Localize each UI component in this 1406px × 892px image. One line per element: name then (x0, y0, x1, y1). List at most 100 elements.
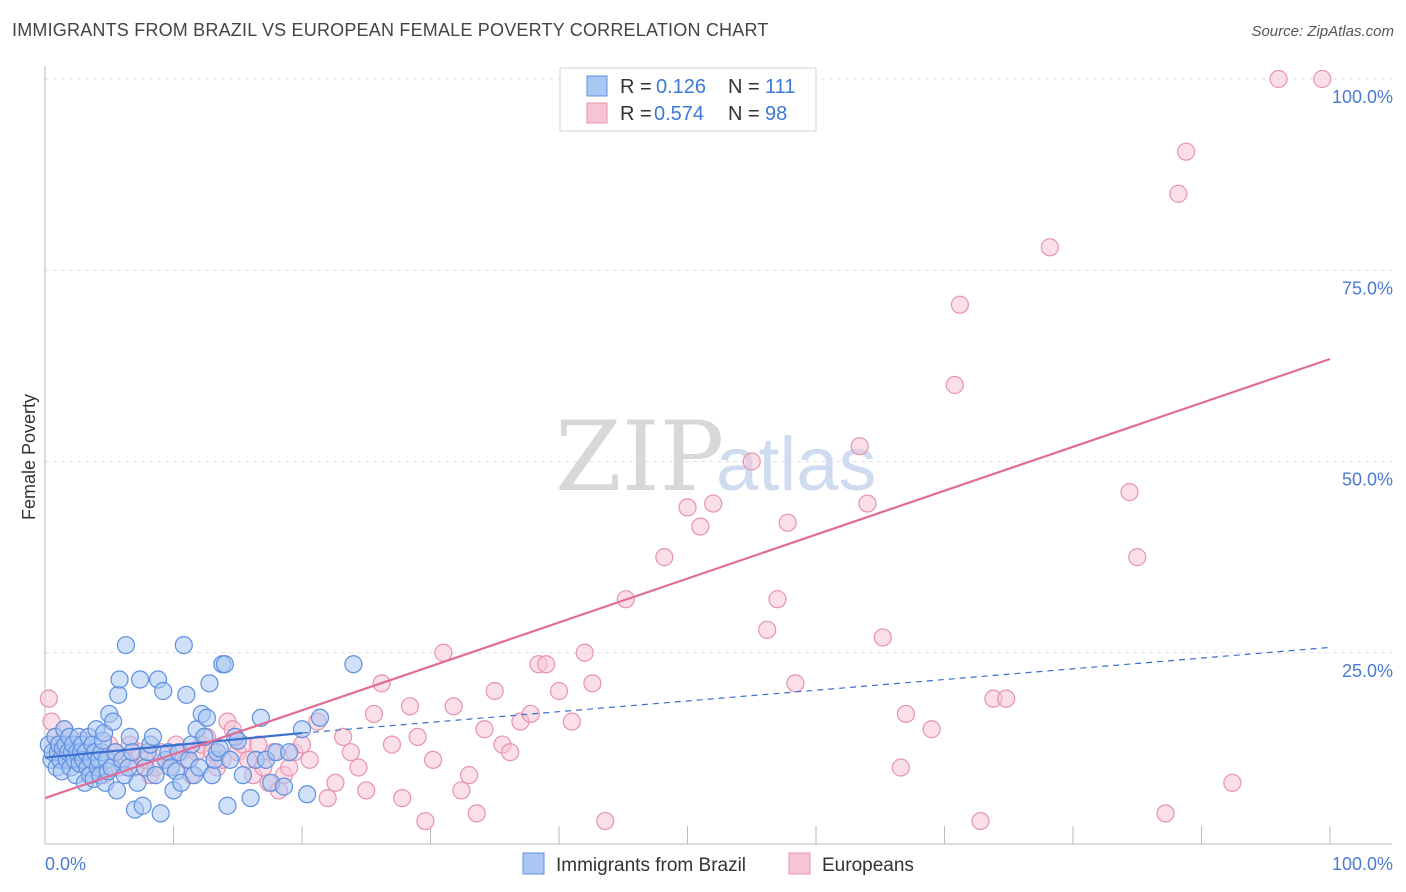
brazil-point (280, 743, 299, 762)
x-tick-label: 0.0% (45, 854, 86, 874)
bottom-legend-swatch-blue (522, 852, 545, 875)
source-label: Source: ZipAtlas.com (1251, 23, 1394, 40)
legend-r-label-blue: R = (620, 76, 652, 98)
europeans-point (501, 743, 520, 762)
europeans-point (341, 743, 360, 762)
brazil-trend-line (44, 731, 303, 759)
europeans-point (583, 674, 602, 693)
legend-n-value-pink: 98 (765, 103, 787, 125)
brazil-point (104, 712, 123, 731)
y-axis-label: Female Poverty (19, 394, 39, 520)
europeans-point (549, 681, 569, 701)
brazil-point (220, 750, 240, 769)
europeans-point (1313, 69, 1332, 89)
brazil-trend-dashed (301, 646, 1331, 734)
brazil-point (344, 655, 363, 674)
europeans-point (1223, 773, 1242, 792)
bottom-legend-label-pink: Europeans (822, 855, 914, 876)
brazil-point (310, 708, 330, 727)
brazil-point (298, 785, 317, 804)
legend-r-value-blue: 0.126 (656, 76, 706, 98)
y-tick-label: 75.0% (1342, 278, 1393, 298)
europeans-point (655, 548, 674, 567)
brazil-point (146, 766, 165, 785)
brazil-point (110, 670, 129, 689)
europeans-point (997, 689, 1016, 708)
europeans-point (691, 517, 710, 536)
y-tick-label: 50.0% (1342, 470, 1393, 490)
europeans-point (575, 643, 594, 662)
x-tick-label: 100.0% (1332, 854, 1393, 874)
europeans-point (537, 655, 556, 674)
europeans-point (400, 697, 420, 716)
europeans-point (364, 704, 384, 724)
brazil-point (197, 708, 217, 727)
europeans-point (922, 720, 941, 739)
legend-n-label-pink: N = (728, 103, 760, 125)
europeans-point (1169, 184, 1188, 203)
europeans-trend-line (44, 357, 1331, 800)
europeans-point (1120, 483, 1139, 502)
watermark-atlas: atlas (716, 422, 877, 507)
europeans-point (742, 452, 761, 471)
legend-r-value-pink: 0.574 (654, 103, 704, 125)
y-tick-label: 100.0% (1332, 87, 1393, 107)
brazil-point (151, 804, 170, 823)
europeans-point (873, 628, 892, 647)
europeans-point (758, 620, 777, 639)
brazil-point (143, 727, 163, 747)
europeans-point (326, 773, 345, 792)
watermark-zip: ZIP (555, 401, 724, 513)
europeans-point (467, 804, 486, 823)
europeans-point (416, 811, 435, 831)
europeans-point (891, 758, 910, 777)
trend-lines (44, 357, 1331, 800)
europeans-point (1269, 69, 1288, 89)
europeans-point (950, 295, 970, 314)
europeans-point (300, 750, 319, 769)
brazil-point (202, 766, 222, 785)
europeans-point (786, 674, 805, 693)
europeans-point (971, 811, 990, 831)
europeans-point (334, 727, 353, 747)
legend-swatch-pink (586, 102, 608, 124)
europeans-point (459, 766, 479, 785)
europeans-point (280, 758, 299, 777)
brazil-point (233, 766, 252, 785)
europeans-point (452, 781, 471, 800)
europeans-point (945, 375, 964, 395)
series-brazil-points (39, 635, 363, 823)
europeans-point (434, 643, 453, 662)
axes (44, 66, 1392, 845)
europeans-point (393, 788, 412, 808)
europeans-point (858, 494, 877, 513)
brazil-point (133, 796, 152, 815)
legend-r-label-pink: R = (620, 103, 652, 125)
europeans-point (562, 712, 581, 731)
europeans-point (704, 494, 723, 513)
europeans-point (1128, 548, 1147, 567)
brazil-point (241, 788, 260, 808)
brazil-point (200, 674, 219, 693)
grid (45, 78, 1392, 654)
europeans-point (778, 513, 797, 532)
europeans-point (318, 788, 337, 808)
europeans-point (521, 704, 540, 724)
brazil-point (116, 635, 136, 655)
europeans-point (1040, 238, 1059, 257)
europeans-point (382, 735, 402, 754)
tick-labels: 25.0% 50.0% 75.0% 100.0% 0.0% 100.0% (45, 87, 1393, 874)
brazil-point (128, 773, 147, 792)
europeans-point (768, 590, 787, 609)
europeans-point (423, 750, 443, 769)
brazil-point (130, 670, 150, 689)
bottom-legend-label-blue: Immigrants from Brazil (556, 855, 746, 876)
europeans-point (408, 727, 427, 747)
brazil-point (174, 635, 193, 655)
europeans-point (850, 437, 869, 456)
brazil-point (120, 727, 139, 747)
brazil-point (123, 743, 142, 762)
europeans-point (596, 811, 615, 831)
y-tick-label: 25.0% (1342, 661, 1393, 681)
bottom-legend-swatch-pink (788, 852, 811, 875)
